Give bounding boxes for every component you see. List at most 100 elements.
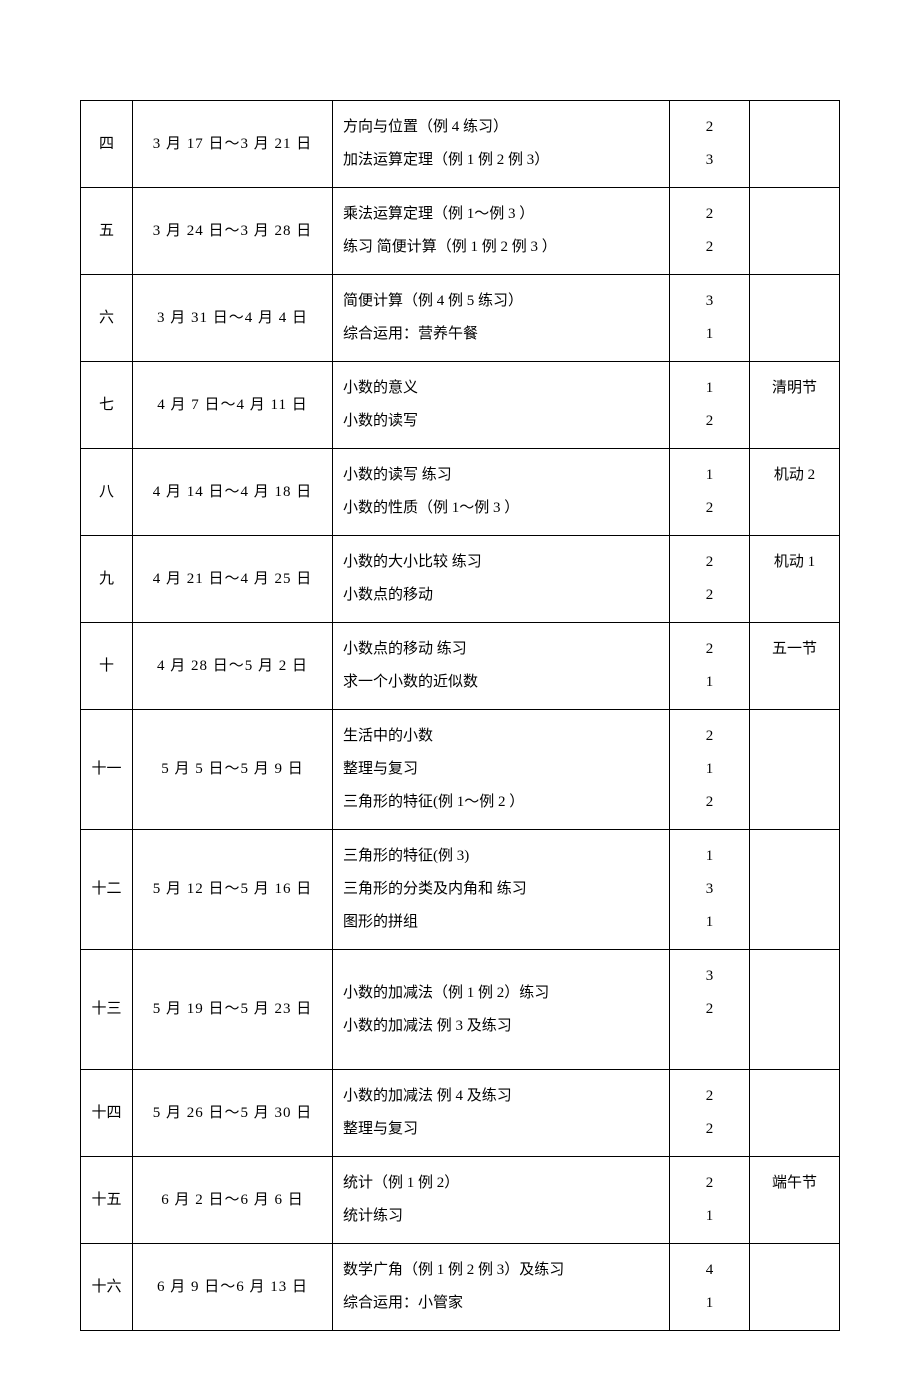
content-line: 整理与复习 [343,753,663,786]
table-row: 五3 月 24 日～3 月 28 日乘法运算定理（例 1～例 3 ）练习 简便计… [81,188,840,275]
hours-line: 3 [676,960,743,993]
hours-line: 2 [676,198,743,231]
content-cell: 小数点的移动 练习求一个小数的近似数 [333,623,670,710]
date-cell: 5 月 12 日～5 月 16 日 [133,830,333,950]
week-cell: 十五 [81,1157,133,1244]
table-row: 十六6 月 9 日～6 月 13 日数学广角（例 1 例 2 例 3）及练习综合… [81,1244,840,1331]
table-row: 六3 月 31 日～4 月 4 日简便计算（例 4 例 5 练习）综合运用：营养… [81,275,840,362]
note-cell: 端午节 [750,1157,840,1244]
content-line: 小数点的移动 [343,579,663,612]
content-line: 综合运用：营养午餐 [343,318,663,351]
table-row: 四3 月 17 日～3 月 21 日方向与位置（例 4 练习）加法运算定理（例 … [81,101,840,188]
hours-line: 3 [676,144,743,177]
hours-cell: 41 [670,1244,750,1331]
note-cell [750,101,840,188]
week-cell: 十 [81,623,133,710]
content-line: 数学广角（例 1 例 2 例 3）及练习 [343,1254,663,1287]
table-row: 十二5 月 12 日～5 月 16 日三角形的特征(例 3)三角形的分类及内角和… [81,830,840,950]
content-line: 乘法运算定理（例 1～例 3 ） [343,198,663,231]
date-cell: 3 月 24 日～3 月 28 日 [133,188,333,275]
hours-cell: 32 [670,950,750,1070]
hours-line: 1 [676,1200,743,1233]
hours-line: 1 [676,840,743,873]
content-line: 加法运算定理（例 1 例 2 例 3） [343,144,663,177]
note-cell: 五一节 [750,623,840,710]
hours-cell: 22 [670,1070,750,1157]
content-line: 小数的意义 [343,372,663,405]
table-row: 七4 月 7 日～4 月 11 日小数的意义小数的读写12清明节 [81,362,840,449]
hours-line: 2 [676,579,743,612]
week-cell: 十二 [81,830,133,950]
hours-line: 1 [676,666,743,699]
content-line: 小数点的移动 练习 [343,633,663,666]
date-cell: 5 月 5 日～5 月 9 日 [133,710,333,830]
content-cell: 简便计算（例 4 例 5 练习）综合运用：营养午餐 [333,275,670,362]
hours-line: 2 [676,993,743,1026]
content-line: 统计（例 1 例 2） [343,1167,663,1200]
note-cell [750,275,840,362]
hours-line: 1 [676,372,743,405]
hours-line: 2 [676,1167,743,1200]
content-cell: 数学广角（例 1 例 2 例 3）及练习综合运用：小管家 [333,1244,670,1331]
note-line: 机动 1 [756,546,833,579]
content-line: 小数的性质（例 1～例 3 ） [343,492,663,525]
hours-line [676,1026,743,1059]
content-cell: 三角形的特征(例 3)三角形的分类及内角和 练习图形的拼组 [333,830,670,950]
note-line: 五一节 [756,633,833,666]
week-cell: 十一 [81,710,133,830]
hours-cell: 21 [670,1157,750,1244]
hours-line: 2 [676,546,743,579]
content-cell: 小数的意义小数的读写 [333,362,670,449]
note-cell [750,950,840,1070]
content-line: 小数的加减法（例 1 例 2）练习 [343,977,663,1010]
hours-line: 2 [676,111,743,144]
hours-cell: 23 [670,101,750,188]
content-line: 小数的加减法 例 4 及练习 [343,1080,663,1113]
date-cell: 4 月 14 日～4 月 18 日 [133,449,333,536]
hours-line: 4 [676,1254,743,1287]
table-row: 十一5 月 5 日～5 月 9 日生活中的小数整理与复习三角形的特征(例 1～例… [81,710,840,830]
content-cell: 小数的大小比较 练习小数点的移动 [333,536,670,623]
date-cell: 3 月 17 日～3 月 21 日 [133,101,333,188]
note-line [756,579,833,612]
hours-line: 2 [676,720,743,753]
hours-line: 1 [676,753,743,786]
hours-line: 1 [676,318,743,351]
date-cell: 4 月 28 日～5 月 2 日 [133,623,333,710]
content-cell: 乘法运算定理（例 1～例 3 ）练习 简便计算（例 1 例 2 例 3 ） [333,188,670,275]
note-cell [750,830,840,950]
week-cell: 十四 [81,1070,133,1157]
hours-line: 1 [676,906,743,939]
date-cell: 4 月 7 日～4 月 11 日 [133,362,333,449]
hours-cell: 21 [670,623,750,710]
content-line: 求一个小数的近似数 [343,666,663,699]
week-cell: 四 [81,101,133,188]
hours-cell: 22 [670,188,750,275]
note-line [756,492,833,525]
note-line [756,666,833,699]
hours-line: 1 [676,1287,743,1320]
week-cell: 九 [81,536,133,623]
hours-cell: 212 [670,710,750,830]
hours-cell: 12 [670,449,750,536]
hours-line: 2 [676,633,743,666]
table-body: 四3 月 17 日～3 月 21 日方向与位置（例 4 练习）加法运算定理（例 … [81,101,840,1331]
content-line: 方向与位置（例 4 练习） [343,111,663,144]
note-cell: 清明节 [750,362,840,449]
note-line: 清明节 [756,372,833,405]
table-row: 九4 月 21 日～4 月 25 日小数的大小比较 练习小数点的移动22机动 1 [81,536,840,623]
table-row: 十三5 月 19 日～5 月 23 日小数的加减法（例 1 例 2）练习小数的加… [81,950,840,1070]
note-line [756,1200,833,1233]
hours-cell: 12 [670,362,750,449]
week-cell: 六 [81,275,133,362]
hours-line: 2 [676,231,743,264]
hours-cell: 31 [670,275,750,362]
table-row: 十五6 月 2 日～6 月 6 日统计（例 1 例 2）统计练习21端午节 [81,1157,840,1244]
hours-line: 2 [676,405,743,438]
table-row: 十4 月 28 日～5 月 2 日小数点的移动 练习求一个小数的近似数21五一节 [81,623,840,710]
hours-line: 3 [676,873,743,906]
note-line: 机动 2 [756,459,833,492]
date-cell: 5 月 19 日～5 月 23 日 [133,950,333,1070]
table-row: 八4 月 14 日～4 月 18 日小数的读写 练习小数的性质（例 1～例 3 … [81,449,840,536]
content-line: 三角形的分类及内角和 练习 [343,873,663,906]
